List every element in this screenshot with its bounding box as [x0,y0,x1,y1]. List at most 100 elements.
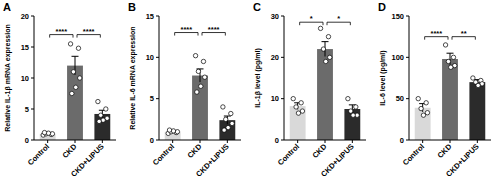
y-tick-label: 10 [21,74,29,83]
panel-label: D [378,1,386,13]
y-tick-label: 0 [25,136,29,145]
y-tick [156,57,159,58]
panel: BRelative IL-6 mRNA expression051015Cont… [128,1,241,179]
data-point [291,96,295,100]
y-tick [31,140,34,141]
panel-label: A [3,1,11,13]
y-tick [31,47,34,48]
panel: ARelative IL-1β mRNA expression05101520C… [3,1,116,179]
y-tick-label: 0 [275,136,279,145]
y-tick [156,16,159,17]
y-axis-label: IL-1β level (pg/ml) [254,48,262,108]
marks [40,42,111,140]
y-tick [281,16,284,17]
data-point [324,59,328,63]
bar [192,76,208,140]
y-tick [31,78,34,79]
bar [415,108,431,140]
y-tick-label: 5 [25,105,29,114]
data-point [421,113,425,117]
data-point [446,59,450,63]
data-point [476,83,480,87]
y-axis-line [284,16,285,140]
error-bar [72,56,79,75]
y-tick-label: 20 [271,53,279,62]
x-tick-label: Control [151,142,176,167]
y-axis-label: Relative IL-6 mRNA expression [129,26,137,129]
x-tick [450,140,451,143]
data-point [346,96,350,100]
x-tick-label: CKD+LIPUS [444,142,481,179]
data-point [195,90,199,94]
significance-label: * [337,14,340,23]
data-point [199,84,203,88]
y-tick-label: 30 [271,12,279,21]
y-tick [156,140,159,141]
bar [317,49,333,140]
x-tick-label: CKD [436,142,454,160]
data-point [471,76,475,80]
y-tick-label: 150 [391,12,404,21]
data-point [78,76,82,80]
data-point [167,128,171,132]
y-tick [406,57,409,58]
y-tick [281,57,284,58]
data-point [443,43,447,47]
data-point [196,69,200,73]
y-axis-label: IL-6 level (pg/ml) [379,50,387,105]
data-point [68,42,72,46]
data-point [97,119,101,123]
data-point [451,55,455,59]
bar [442,59,458,140]
x-tick-label: CKD [186,142,204,160]
significance-label: **** [180,25,192,34]
y-tick-label: 10 [146,53,154,62]
y-axis-line [159,16,160,140]
significance-label: **** [83,27,95,36]
data-point [349,109,353,113]
panel: CIL-1β level (pg/ml)0102030ControlCKDCKD… [253,1,366,179]
y-tick [406,98,409,99]
y-tick [156,98,159,99]
data-point [221,105,225,109]
significance-label: **** [430,29,442,38]
significance-label: * [310,14,313,23]
y-tick [31,16,34,17]
significance-label: **** [208,25,220,34]
x-tick-label: Control [26,142,51,167]
x-tick [47,140,48,143]
data-point [74,85,78,89]
x-tick-label: Control [401,142,426,167]
data-point [224,117,228,121]
x-tick [297,140,298,143]
y-tick-label: 15 [146,12,154,21]
bar [94,114,110,140]
x-tick [172,140,173,143]
x-tick [227,140,228,143]
panel-label: B [128,1,136,13]
data-point [230,121,234,125]
y-axis-label: Relative IL-1β mRNA expression [4,24,12,132]
data-point [321,47,325,51]
x-tick-label: CKD+LIPUS [194,142,231,179]
x-tick-label: CKD+LIPUS [69,142,106,179]
bar [67,66,83,140]
x-tick [200,140,201,143]
data-point [296,111,300,115]
error-bar [197,69,204,82]
data-point [326,34,330,38]
data-point [42,130,46,134]
x-tick-label: Control [276,142,301,167]
data-point [99,113,103,117]
y-tick-label: 5 [150,94,154,103]
data-point [425,111,429,115]
x-tick [422,140,423,143]
bar [469,82,485,140]
data-point [419,106,423,110]
data-point [222,128,226,132]
y-axis-line [409,16,410,140]
data-point [203,75,207,79]
data-point [416,96,420,100]
data-point [76,46,80,50]
marks [415,43,486,140]
